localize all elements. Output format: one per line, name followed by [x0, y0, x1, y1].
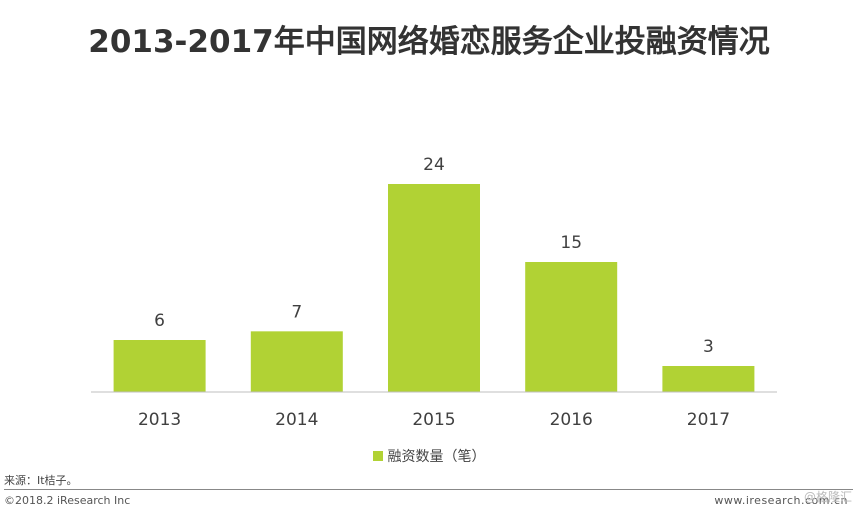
data-label-2017: 3	[703, 337, 714, 357]
data-label-2016: 15	[560, 233, 582, 253]
x-tick-label-2015: 2015	[412, 410, 455, 430]
x-tick-label-2017: 2017	[687, 410, 730, 430]
legend-label: 融资数量（笔）	[387, 449, 486, 465]
data-label-2015: 24	[423, 155, 445, 175]
legend: 融资数量（笔）	[0, 446, 858, 466]
data-labels-group: 6 7 24 15 3	[154, 155, 714, 357]
footer-divider	[4, 489, 853, 490]
data-label-2014: 7	[291, 302, 302, 322]
data-label-2013: 6	[154, 311, 165, 331]
copyright-text: ©2018.2 iResearch Inc	[4, 494, 131, 507]
bar-2016	[525, 262, 618, 392]
x-tick-labels-group: 2013 2014 2015 2016 2017	[138, 410, 730, 430]
bar-2017	[662, 366, 755, 392]
bar-2014	[250, 331, 343, 392]
watermark-logo: @格隆汇	[803, 490, 852, 504]
website-text: www.iresearch.com.cn	[714, 494, 848, 507]
x-tick-label-2014: 2014	[275, 410, 318, 430]
bar-2015	[388, 184, 480, 392]
source-note: 来源：It桔子。	[4, 474, 78, 487]
legend-swatch	[372, 451, 383, 461]
x-tick-label-2013: 2013	[138, 410, 181, 430]
bar-2013	[113, 340, 206, 392]
bars-group	[113, 184, 755, 392]
chart-title: 2013-2017年中国网络婚恋服务企业投融资情况	[88, 24, 770, 60]
x-tick-label-2016: 2016	[550, 410, 593, 430]
